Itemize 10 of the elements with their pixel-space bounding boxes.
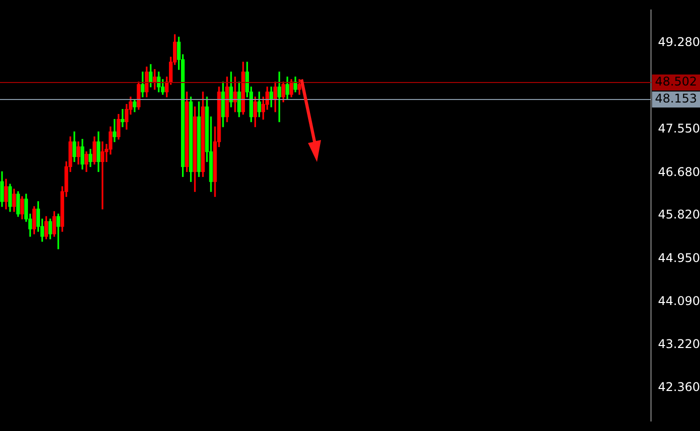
y-tick-label: 42.360 xyxy=(658,380,700,394)
ref-line-label: 48.502 xyxy=(655,74,697,89)
y-tick-label: 46.680 xyxy=(658,164,700,179)
y-tick-label: 43.220 xyxy=(658,337,700,352)
y-tick-label: 45.820 xyxy=(658,208,700,222)
y-tick-label: 44.950 xyxy=(658,250,700,265)
y-tick-label: 47.550 xyxy=(658,121,700,136)
y-tick-label: 49.280 xyxy=(658,35,700,50)
ref-line-label: 48.153 xyxy=(655,92,697,106)
y-tick-label: 44.090 xyxy=(658,294,700,308)
